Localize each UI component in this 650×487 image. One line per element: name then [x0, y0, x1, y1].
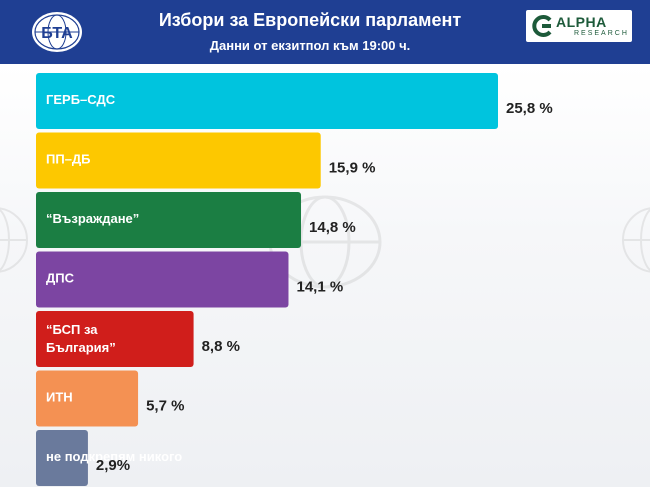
page-title: Избори за Европейски парламент — [158, 10, 462, 30]
value-label-6: 2,9% — [96, 457, 130, 474]
bar-label-0: ГЕРБ–СДС — [46, 92, 116, 107]
bar-6 — [36, 430, 88, 486]
watermark-globe-left-icon — [0, 207, 28, 273]
page-subtitle: Данни от екзитпол към 19:00 ч. — [209, 38, 411, 53]
alpha-mark-icon — [532, 15, 552, 37]
value-label-0: 25,8 % — [506, 100, 553, 117]
bar-label-5: ИТН — [46, 390, 73, 405]
bar-3 — [36, 251, 289, 308]
alpha-logo-name: ALPHA — [556, 14, 607, 30]
bar-label-1: ПП–ДБ — [46, 152, 91, 167]
value-label-2: 14,8 % — [309, 219, 356, 236]
bar-1 — [36, 132, 321, 189]
alpha-research-logo: ALPHA RESEARCH — [526, 10, 632, 42]
bar-label-2: “Възраждане” — [46, 211, 139, 226]
bar-label-4: “БСП за България” — [46, 322, 116, 355]
bar-2 — [36, 192, 302, 248]
alpha-logo-subtext: RESEARCH — [574, 30, 629, 37]
bta-logo-icon: БТА — [32, 12, 82, 52]
watermark-globe-right-icon — [622, 207, 650, 273]
bar-label-6: не подкрепям никого — [46, 449, 182, 464]
value-label-1: 15,9 % — [329, 160, 376, 177]
header-bar: БТА Избори за Европейски парламент Данни… — [0, 0, 650, 64]
bar-5 — [36, 370, 139, 427]
bar-label-3: ДПС — [46, 271, 75, 286]
bar-0 — [36, 73, 498, 129]
bar-4 — [36, 311, 194, 367]
bta-logo-text: БТА — [41, 25, 73, 42]
value-label-3: 14,1 % — [296, 279, 343, 296]
value-label-5: 5,7 % — [146, 398, 184, 415]
value-label-4: 8,8 % — [202, 338, 240, 355]
